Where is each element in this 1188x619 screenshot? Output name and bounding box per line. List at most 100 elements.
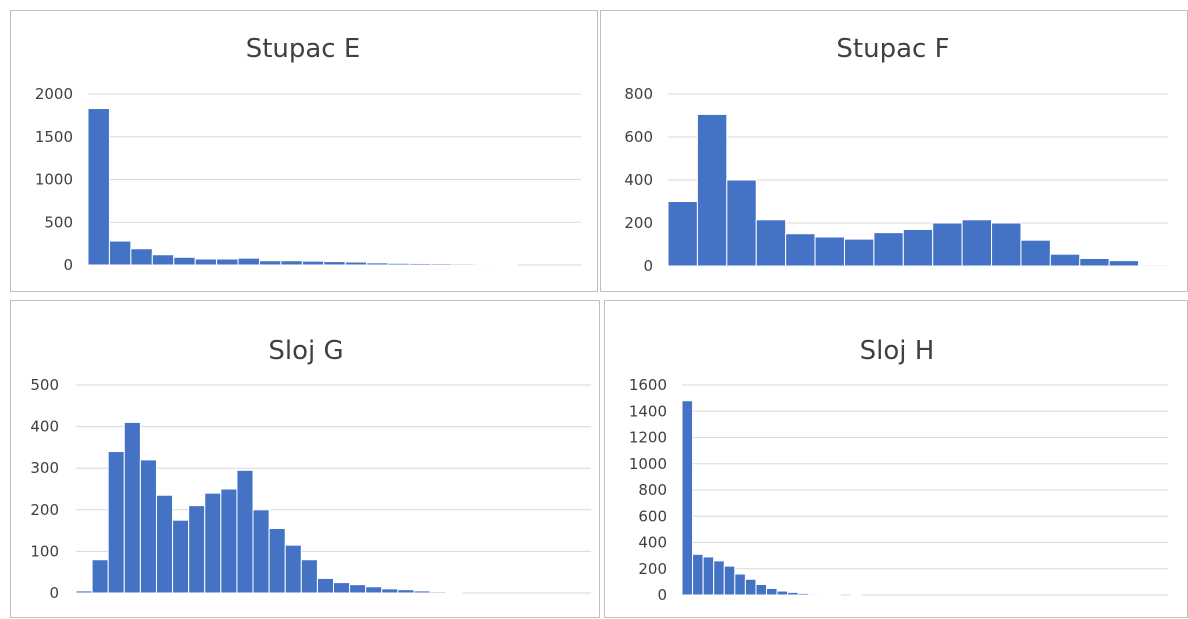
y-tick-label: 0 [643,257,653,275]
bar [152,255,173,265]
y-tick-label: 1000 [629,455,667,473]
chart-svg-stupac-f: Stupac F 0 200 400 600 800 [601,11,1188,293]
bar [431,264,452,265]
bar [668,202,697,267]
bar [367,263,388,265]
bar [259,261,280,265]
y-tick-label: 1000 [35,171,73,189]
bar [452,264,473,265]
bar [430,592,446,593]
bar [281,261,302,265]
y-tick-label: 500 [44,213,73,231]
bar [933,223,962,266]
y-tick-label: 400 [624,171,653,189]
chart-title: Stupac E [246,34,361,64]
bar [819,594,830,595]
chart-panel-stupac-f: Stupac F 0 200 400 600 800 [600,10,1188,292]
bar [798,593,809,595]
bar [714,561,725,595]
bar [414,591,430,593]
bar [410,263,431,265]
y-tick-label: 200 [638,560,667,578]
bar [345,262,366,265]
bar [703,557,714,595]
bar [474,264,495,265]
bar [317,578,333,593]
bar [217,259,238,265]
y-tick-label: 1400 [629,402,667,420]
y-tick-label: 2000 [35,85,73,103]
bar [253,510,269,593]
bar [735,574,746,595]
bar [697,114,726,266]
bar [109,241,130,265]
bar [174,257,195,265]
bar [398,590,414,593]
y-tick-label: 100 [30,542,59,560]
bar [382,589,398,593]
chart-title: Sloj H [860,336,935,366]
bar [693,554,704,595]
y-tick-label: 300 [30,459,59,477]
bar [756,585,767,596]
bar [844,239,873,266]
bar [301,560,317,593]
bar [238,258,259,265]
bar [350,585,366,593]
bar [446,592,462,593]
y-tick-label: 600 [638,507,667,525]
bar [745,579,756,595]
bar [140,460,156,593]
bar [727,180,756,266]
bar [1050,254,1079,266]
bar [76,591,92,593]
y-tick-label: 200 [624,214,653,232]
y-tick-label: 0 [657,586,667,604]
bar [324,262,345,265]
bar [1021,240,1050,266]
bar [269,529,285,593]
chart-panel-sloj-h: Sloj H 0 200 400 600 800 1000 1200 1400 1600 [604,300,1188,618]
bar [903,229,932,266]
bar [756,220,785,266]
bar [815,237,844,266]
bar [388,263,409,265]
bar [173,520,189,593]
bar [285,545,301,593]
chart-svg-sloj-h: Sloj H 0 200 400 600 800 1000 1200 1400 1600 [605,301,1188,619]
bar [1080,258,1109,266]
bar [788,592,799,595]
bar [221,489,237,593]
y-tick-label: 0 [49,584,59,602]
bar [366,587,382,593]
bar [92,560,108,593]
bar [156,495,172,593]
bar [851,594,862,595]
y-tick-label: 800 [624,85,653,103]
bar [874,233,903,266]
bar [962,220,991,266]
y-tick-label: 400 [638,534,667,552]
y-tick-label: 1600 [629,376,667,394]
y-tick-label: 200 [30,501,59,519]
bar [992,223,1021,266]
bar [724,566,735,595]
bar [809,594,820,595]
bar [124,422,140,593]
chart-title: Stupac F [836,34,949,64]
bar [88,109,109,265]
chart-title: Sloj G [268,336,343,366]
bar [131,249,152,265]
y-tick-label: 400 [30,418,59,436]
y-tick-label: 1500 [35,128,73,146]
bar [334,583,350,593]
y-tick-label: 1200 [629,429,667,447]
bar [237,470,253,593]
y-tick-label: 600 [624,128,653,146]
bar [302,261,323,265]
y-tick-label: 800 [638,481,667,499]
